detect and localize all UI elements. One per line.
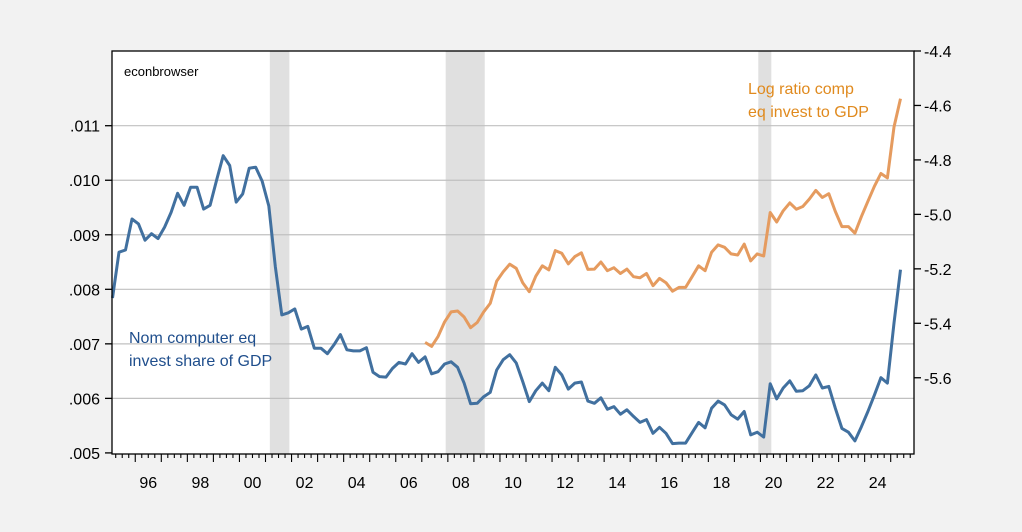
x-axis-tick-label: 18 (712, 475, 730, 492)
x-axis-tick-label: 10 (504, 475, 522, 492)
watermark-text: econbrowser (124, 64, 199, 79)
x-axis-tick-label: 96 (139, 475, 157, 492)
x-axis-tick-label: 14 (608, 475, 626, 492)
nom-computer-eq-share-line (111, 154, 902, 446)
log-ratio-comp-eq-line (424, 98, 902, 348)
x-axis-tick-label: 20 (765, 475, 783, 492)
left-axis-tick-label: .010 (69, 173, 100, 190)
orange-series-label-line-1: Log ratio comp (748, 81, 854, 98)
right-axis-tick-label: -5.2 (924, 262, 952, 279)
right-axis-tick-label: -4.8 (924, 153, 952, 170)
right-axis-tick-label: -5.0 (924, 207, 952, 224)
plot-background (112, 51, 914, 454)
blue-series-label: Nom computer eq invest share of GDP (129, 330, 272, 370)
axes: .005 .006 .007 .008 .009 .010 .011 -5.6 -5.4 -5.2… (69, 44, 952, 492)
right-axis-tick-label: -4.4 (924, 44, 952, 61)
left-axis-tick-label: .007 (69, 337, 100, 354)
right-axis-tick-label: -4.6 (924, 98, 952, 115)
blue-series-label-line-1: Nom computer eq (129, 330, 256, 347)
right-axis-tick-label: -5.4 (924, 316, 952, 333)
x-axis-tick-label: 06 (400, 475, 418, 492)
x-axis-tick-label: 02 (296, 475, 314, 492)
blue-series-label-line-2: invest share of GDP (129, 353, 272, 370)
left-axis-tick-label: .011 (70, 119, 100, 136)
x-axis-tick-label: 04 (348, 475, 366, 492)
right-axis-tick-label: -5.6 (924, 371, 952, 388)
orange-series-label: Log ratio comp eq invest to GDP (748, 81, 869, 121)
x-axis-tick-label: 00 (244, 475, 262, 492)
left-axis-tick-label: .008 (69, 282, 100, 299)
recession-band (269, 51, 290, 454)
series-lines (111, 98, 902, 446)
x-axis-tick-label: 98 (191, 475, 209, 492)
x-axis-tick-label: 16 (660, 475, 678, 492)
x-axis-tick-label: 24 (869, 475, 887, 492)
left-axis-tick-label: .006 (69, 391, 100, 408)
left-axis-tick-label: .005 (69, 446, 100, 463)
left-axis-tick-label: .009 (69, 228, 100, 245)
x-axis-tick-label: 22 (817, 475, 835, 492)
orange-series-label-line-2: eq invest to GDP (748, 104, 869, 121)
recession-band (445, 51, 485, 454)
x-axis-tick-label: 08 (452, 475, 470, 492)
x-axis-tick-label: 12 (556, 475, 574, 492)
